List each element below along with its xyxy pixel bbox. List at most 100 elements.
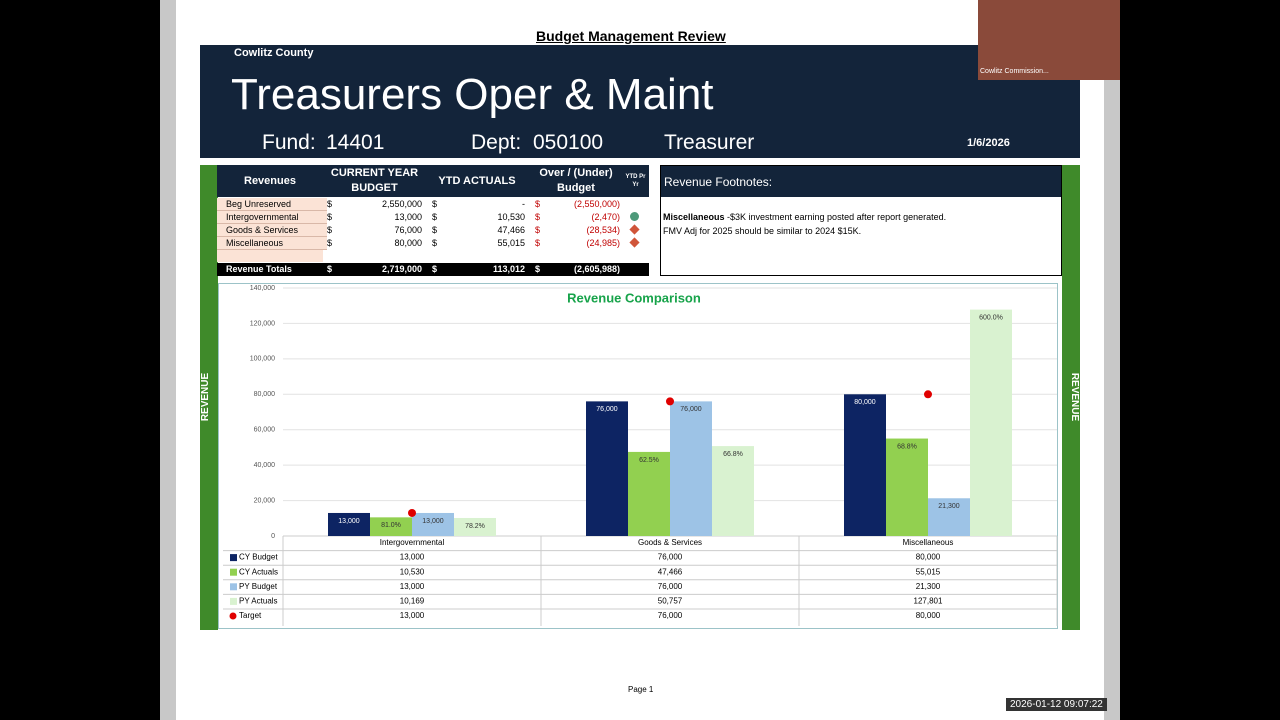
y-tick-label: 60,000: [254, 427, 276, 434]
cell: -: [522, 199, 525, 209]
bar-label: 80,000: [854, 399, 876, 406]
table-header-bg: [217, 165, 649, 197]
timestamp: 2026-01-12 09:07:22: [1006, 698, 1107, 711]
footnote-text: -$3K investment earning posted after rep…: [727, 212, 947, 222]
bar-label: 66.8%: [723, 451, 743, 458]
legend-label: CY Actuals: [239, 567, 278, 576]
target-marker: [408, 508, 416, 517]
cell: $: [535, 199, 541, 209]
bar-label: 76,000: [680, 406, 702, 413]
cell: (24,985): [586, 238, 620, 248]
table-value: 10,530: [400, 567, 425, 576]
bar: [844, 394, 886, 536]
cell: $: [535, 238, 541, 248]
bar: [328, 512, 370, 536]
dept: 050100: [533, 131, 604, 154]
bar: [628, 451, 670, 536]
bar-label: 13,000: [338, 518, 360, 525]
y-tick-label: 20,000: [254, 497, 276, 504]
county: Cowlitz County: [234, 47, 314, 59]
cell: $: [432, 264, 438, 274]
row-label: Miscellaneous: [217, 237, 327, 250]
x-tick-label: Miscellaneous: [903, 538, 954, 547]
video-label: Cowlitz Commission...: [980, 68, 1049, 75]
bar: [412, 512, 454, 536]
table-value: 13,000: [400, 611, 425, 620]
empty-row: [217, 250, 323, 262]
footnote-box: [660, 165, 1062, 276]
table-value: 55,015: [916, 567, 941, 576]
y-tick-label: 140,000: [250, 285, 275, 292]
title: Treasurers Oper & Maint: [231, 70, 714, 119]
bar-label: 600.0%: [979, 314, 1003, 321]
legend-label: CY Budget: [239, 553, 278, 562]
doc-title: Budget Management Review: [536, 28, 726, 44]
cell: (28,534): [586, 225, 620, 235]
column-header: Revenues: [244, 174, 296, 187]
x-tick-label: Goods & Services: [638, 538, 702, 547]
cell: $: [327, 199, 333, 209]
y-tick-label: 0: [271, 533, 275, 540]
bar-label: 78.2%: [465, 523, 485, 530]
table-value: 50,757: [658, 597, 683, 606]
cell: 47,466: [497, 225, 525, 235]
cell: 76,000: [394, 225, 422, 235]
table-value: 10,169: [400, 597, 425, 606]
y-tick-label: 120,000: [250, 320, 275, 327]
target-marker: [666, 397, 674, 406]
y-tick-label: 40,000: [254, 462, 276, 469]
side-bar: [1062, 165, 1080, 630]
table-value: 13,000: [400, 582, 425, 591]
cell: $: [327, 238, 333, 248]
cell: $: [432, 238, 438, 248]
cell: (2,605,988): [573, 264, 620, 274]
table-value: 21,300: [916, 582, 941, 591]
table-value: 47,466: [658, 567, 683, 576]
cell: 55,015: [497, 238, 525, 248]
footnote-line: FMV Adj for 2025 should be similar to 20…: [663, 226, 862, 236]
dept-label: Dept:: [471, 131, 522, 154]
legend-swatch: [229, 612, 237, 620]
cell: 2,550,000: [381, 199, 422, 209]
column-header: CURRENT YEAR BUDGET: [330, 167, 419, 194]
bar: [928, 498, 970, 536]
bar-label: 76,000: [596, 406, 618, 413]
legend-swatch: [230, 568, 237, 576]
row-label: Beg Unreserved: [217, 198, 327, 211]
table-value: 76,000: [658, 553, 683, 562]
cell: $: [535, 212, 541, 222]
bar-label: 21,300: [938, 503, 960, 510]
side-bar: [200, 165, 218, 630]
cell: 10,530: [497, 212, 525, 222]
legend-label: Target: [239, 611, 262, 620]
cell: 80,000: [394, 238, 422, 248]
table-value: 80,000: [916, 611, 941, 620]
cell: $: [535, 225, 541, 235]
y-tick-label: 80,000: [254, 391, 276, 398]
bar: [670, 401, 712, 536]
cell: $: [535, 264, 541, 274]
column-header: YTD Pr Yr: [625, 174, 646, 188]
fund-label: Fund:: [262, 131, 316, 154]
footnote-header-bg: [661, 166, 1061, 197]
target-marker: [924, 390, 932, 399]
status-indicator: [630, 212, 639, 221]
bar-label: 13,000: [422, 518, 444, 525]
side-label: REVENUE: [1069, 372, 1080, 422]
legend-label: PY Budget: [239, 582, 278, 591]
header-band: [200, 45, 1080, 158]
legend-swatch: [230, 554, 237, 562]
total-bg: [217, 263, 649, 276]
cell: $: [327, 225, 333, 235]
footnote-bold: Miscellaneous: [663, 212, 725, 222]
bar: [970, 309, 1012, 536]
cell: $: [432, 199, 438, 209]
column-header: Over / (Under) Budget: [539, 167, 613, 194]
side-label: REVENUE: [200, 372, 211, 422]
bar: [712, 446, 754, 536]
legend-label: PY Actuals: [239, 597, 278, 606]
bar-label: 62.5%: [639, 457, 659, 464]
cell: (2,550,000): [573, 199, 620, 209]
footnote-title: Revenue Footnotes:: [664, 175, 773, 189]
